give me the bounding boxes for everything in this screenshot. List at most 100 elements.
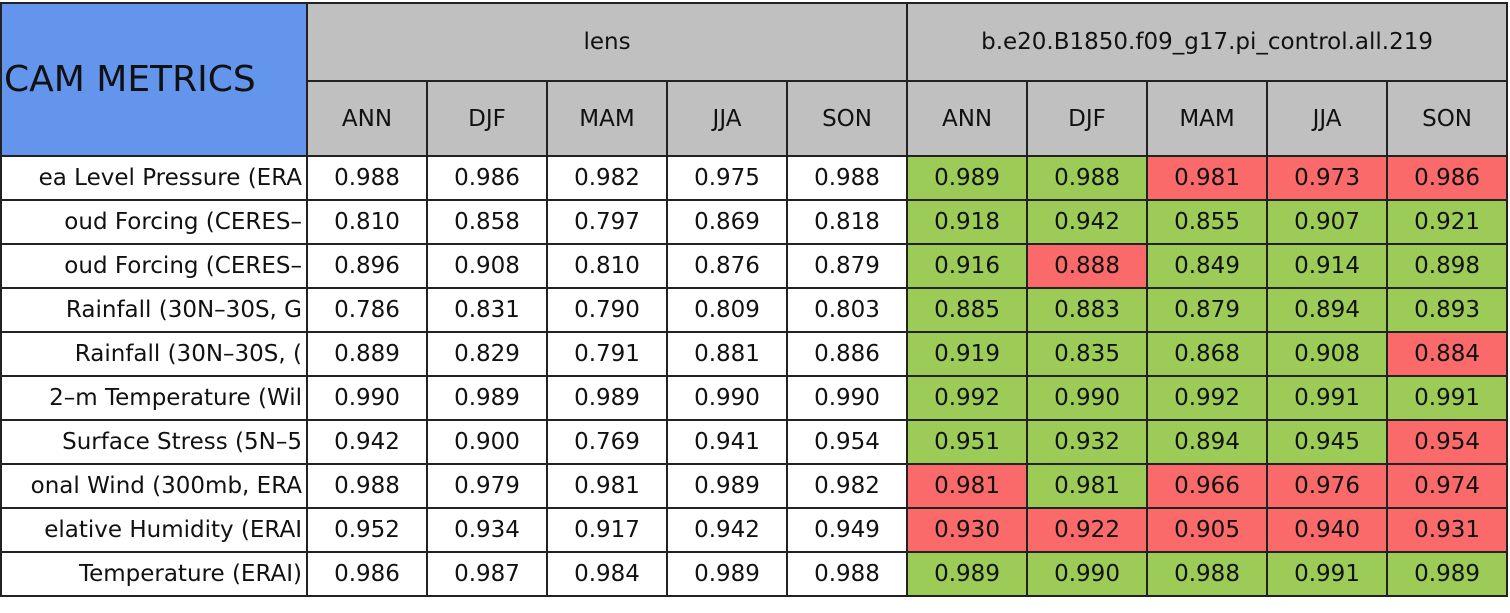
lens-cell: 0.810 xyxy=(546,243,668,289)
lens-cell: 0.896 xyxy=(306,243,428,289)
lens-cell: 0.952 xyxy=(306,507,428,553)
pi-cell: 0.919 xyxy=(906,331,1029,377)
lens-cell: 0.990 xyxy=(666,375,788,421)
pi-cell: 0.916 xyxy=(906,243,1029,289)
pi-cell: 0.868 xyxy=(1146,331,1269,377)
pi-cell: 0.990 xyxy=(1026,375,1149,421)
row-label: Rainfall (30N–30S, G xyxy=(0,287,308,333)
season-header: MAM xyxy=(546,80,668,157)
pi-cell: 0.992 xyxy=(906,375,1029,421)
lens-cell: 0.858 xyxy=(426,199,548,245)
pi-cell: 0.898 xyxy=(1386,243,1509,289)
pi-cell: 0.835 xyxy=(1026,331,1149,377)
pi-cell: 0.942 xyxy=(1026,199,1149,245)
lens-cell: 0.989 xyxy=(666,551,788,597)
row-label: onal Wind (300mb, ERA xyxy=(0,463,308,509)
season-header: SON xyxy=(1386,80,1509,157)
pi-cell: 0.883 xyxy=(1026,287,1149,333)
pi-cell: 0.981 xyxy=(906,463,1029,509)
pi-cell: 0.989 xyxy=(906,155,1029,201)
pi-cell: 0.989 xyxy=(906,551,1029,597)
season-header: JJA xyxy=(1266,80,1389,157)
pi-cell: 0.951 xyxy=(906,419,1029,465)
row-label: Temperature (ERAI) xyxy=(0,551,308,597)
lens-cell: 0.981 xyxy=(546,463,668,509)
lens-cell: 0.989 xyxy=(426,375,548,421)
pi-cell: 0.930 xyxy=(906,507,1029,553)
pi-cell: 0.981 xyxy=(1146,155,1269,201)
lens-cell: 0.934 xyxy=(426,507,548,553)
lens-cell: 0.818 xyxy=(785,199,909,245)
lens-cell: 0.986 xyxy=(426,155,548,201)
pi-cell: 0.954 xyxy=(1386,419,1509,465)
pi-cell: 0.974 xyxy=(1386,463,1509,509)
lens-cell: 0.982 xyxy=(785,463,909,509)
row-label: Surface Stress (5N–5 xyxy=(0,419,308,465)
pi-cell: 0.973 xyxy=(1266,155,1389,201)
pi-cell: 0.894 xyxy=(1146,419,1269,465)
lens-cell: 0.986 xyxy=(306,551,428,597)
season-header: DJF xyxy=(1026,80,1149,157)
lens-cell: 0.982 xyxy=(546,155,668,201)
lens-cell: 0.942 xyxy=(306,419,428,465)
season-header: MAM xyxy=(1146,80,1269,157)
lens-cell: 0.987 xyxy=(426,551,548,597)
pi-cell: 0.991 xyxy=(1386,375,1509,421)
pi-cell: 0.849 xyxy=(1146,243,1269,289)
lens-cell: 0.803 xyxy=(785,287,909,333)
lens-cell: 0.769 xyxy=(546,419,668,465)
lens-cell: 0.889 xyxy=(306,331,428,377)
lens-cell: 0.809 xyxy=(666,287,788,333)
lens-cell: 0.879 xyxy=(785,243,909,289)
lens-cell: 0.900 xyxy=(426,419,548,465)
table-row: Rainfall (30N–30S, (0.889 0.829 0.791 0.881… xyxy=(0,331,1509,377)
pi-cell: 0.921 xyxy=(1386,199,1509,245)
lens-cell: 0.988 xyxy=(785,155,909,201)
lens-cell: 0.791 xyxy=(546,331,668,377)
pi-cell: 0.905 xyxy=(1146,507,1269,553)
pi-cell: 0.940 xyxy=(1266,507,1389,553)
pi-cell: 0.894 xyxy=(1266,287,1389,333)
lens-cell: 0.988 xyxy=(785,551,909,597)
lens-cell: 0.831 xyxy=(426,287,548,333)
table-row: Surface Stress (5N–5 0.942 0.900 0.769 0.941… xyxy=(0,419,1509,465)
pi-cell: 0.879 xyxy=(1146,287,1269,333)
lens-cell: 0.917 xyxy=(546,507,668,553)
pi-cell: 0.976 xyxy=(1266,463,1389,509)
lens-cell: 0.989 xyxy=(666,463,788,509)
lens-cell: 0.786 xyxy=(306,287,428,333)
table-row: Temperature (ERAI) 0.986 0.987 0.984 0.989 0.… xyxy=(0,551,1509,597)
pi-cell: 0.907 xyxy=(1266,199,1389,245)
pi-cell: 0.918 xyxy=(906,199,1029,245)
group-header: b.e20.B1850.f09_g17.pi_control.all.219 xyxy=(906,2,1509,82)
pi-cell: 0.893 xyxy=(1386,287,1509,333)
season-header: ANN xyxy=(306,80,428,157)
lens-cell: 0.941 xyxy=(666,419,788,465)
group-header: lens xyxy=(305,2,909,82)
pi-cell: 0.981 xyxy=(1026,463,1149,509)
row-label: oud Forcing (CERES– xyxy=(0,243,308,289)
lens-cell: 0.881 xyxy=(666,331,788,377)
pi-cell: 0.988 xyxy=(1146,551,1269,597)
season-row: ANN DJF MAM JJA SON ANN DJF MAM JJA SON xyxy=(1,80,1509,157)
lens-cell: 0.876 xyxy=(666,243,788,289)
lens-cell: 0.810 xyxy=(306,199,428,245)
pi-cell: 0.991 xyxy=(1266,375,1389,421)
table-row: onal Wind (300mb, ERA 0.988 0.979 0.981 0.98… xyxy=(0,463,1509,509)
pi-cell: 0.989 xyxy=(1386,551,1509,597)
pi-cell: 0.931 xyxy=(1386,507,1509,553)
pi-cell: 0.992 xyxy=(1146,375,1269,421)
lens-cell: 0.988 xyxy=(306,463,428,509)
table-row: ea Level Pressure (ERA 0.988 0.986 0.982 0.9… xyxy=(0,155,1509,201)
lens-cell: 0.979 xyxy=(426,463,548,509)
table-row: oud Forcing (CERES– 0.896 0.908 0.810 0.876 0… xyxy=(0,243,1509,289)
season-header: SON xyxy=(785,80,909,157)
lens-cell: 0.790 xyxy=(546,287,668,333)
pi-cell: 0.884 xyxy=(1386,331,1509,377)
group-row: CAM METRICS lens b.e20.B1850.f09_g17.pi_… xyxy=(0,2,1509,157)
pi-cell: 0.966 xyxy=(1146,463,1269,509)
table-row: oud Forcing (CERES– 0.810 0.858 0.797 0.869 0… xyxy=(0,199,1509,245)
lens-cell: 0.990 xyxy=(785,375,909,421)
row-label: elative Humidity (ERAI xyxy=(0,507,308,553)
pi-cell: 0.888 xyxy=(1026,243,1149,289)
